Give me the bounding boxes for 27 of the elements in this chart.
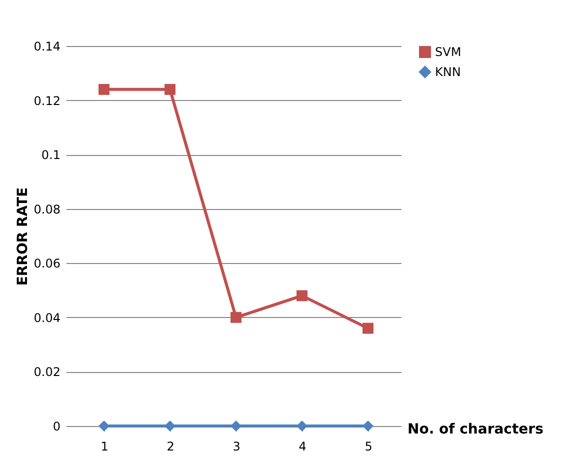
y-tick-label: 0.1 [41,148,60,162]
point [164,420,176,432]
y-tick-label: 0.12 [34,94,60,108]
y-tick-label: 0 [52,420,60,434]
x-tick-label: 4 [298,440,306,454]
point [230,312,242,323]
point [98,84,110,95]
y-tick-label: 0.04 [34,310,60,325]
x-tick-label: 5 [364,440,372,454]
y-tick-label: 0.02 [34,365,60,380]
point [362,420,374,432]
point [230,420,242,432]
point [98,420,110,432]
legend-label: KNN [435,65,461,79]
y-tick-label: 0.14 [34,40,60,54]
x-tick-label: 1 [100,440,108,454]
x-tick-label: 3 [232,440,240,454]
point [296,420,308,432]
point [164,84,176,95]
x-axis-title: No. of characters [408,422,544,438]
x-tick-label: 2 [166,440,174,454]
point [296,290,308,302]
y-tick-label: 0.08 [34,202,60,216]
point [362,322,374,334]
legend-label: SVM [435,45,462,59]
y-tick-label: 0.06 [34,256,60,271]
y-axis-title: ERROR RATE [14,187,31,286]
